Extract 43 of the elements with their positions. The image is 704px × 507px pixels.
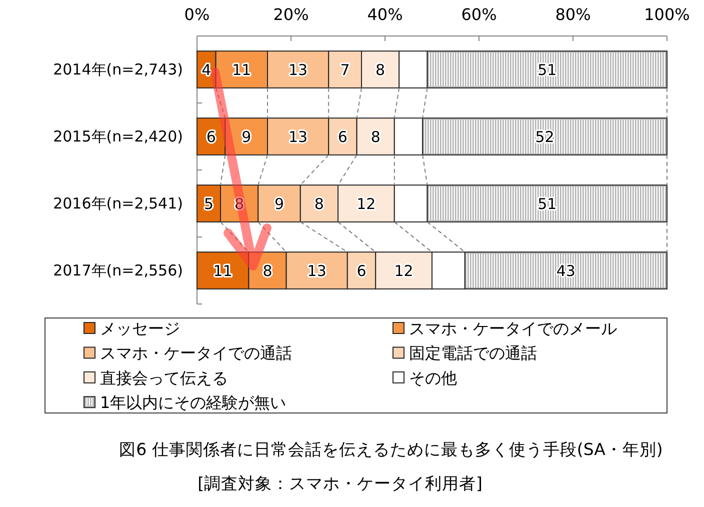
- x-tick-label: 80%: [555, 5, 591, 24]
- data-label: 51: [538, 61, 557, 79]
- data-label: 11: [232, 61, 252, 79]
- data-label: 5: [204, 195, 214, 213]
- data-label: 43: [556, 262, 576, 280]
- y-tick-label: 2017年(n=2,556): [53, 262, 183, 280]
- text: 図6 仕事関係者に日常会話を伝えるために最も多く使う手段(SA・年別): [119, 440, 663, 459]
- data-label: 6: [356, 262, 366, 280]
- data-label: 51: [538, 195, 557, 213]
- legend-label: メッセージ: [100, 319, 180, 338]
- x-tick-label: 20%: [273, 5, 309, 24]
- data-label: 7: [340, 61, 350, 79]
- data-label: 8: [370, 128, 380, 146]
- x-tick-label: 0%: [184, 5, 210, 24]
- legend-label: 直接会って伝える: [100, 368, 228, 388]
- data-label: 13: [288, 61, 308, 79]
- text: [調査対象：スマホ・ケータイ利用者]: [198, 474, 482, 493]
- data-label: 8: [234, 195, 244, 213]
- data-label: 9: [274, 195, 284, 213]
- y-tick-label: 2014年(n=2,743): [53, 60, 183, 78]
- data-label: 6: [206, 128, 216, 146]
- x-tick-label: 40%: [367, 5, 403, 24]
- data-label: 8: [314, 195, 324, 213]
- data-label: 9: [242, 128, 252, 146]
- legend-label: スマホ・ケータイでの通話: [100, 344, 292, 363]
- data-label: 6: [338, 128, 348, 146]
- data-label: 13: [288, 128, 308, 146]
- x-tick-label: 100%: [644, 5, 690, 24]
- legend-label: 固定電話での通話: [409, 344, 537, 363]
- data-label: 52: [535, 128, 554, 146]
- data-label: 8: [262, 262, 272, 280]
- y-tick-label: 2016年(n=2,541): [53, 194, 183, 212]
- legend-label: 1年以内にその経験が無い: [100, 393, 286, 412]
- y-tick-label: 2015年(n=2,420): [53, 128, 183, 146]
- data-label: 4: [202, 61, 212, 79]
- data-label: 12: [356, 195, 376, 213]
- data-label: 8: [376, 61, 386, 79]
- data-label: 11: [213, 262, 232, 280]
- legend-label: その他: [409, 368, 457, 388]
- data-label: 13: [307, 262, 326, 280]
- x-tick-label: 60%: [461, 5, 497, 24]
- legend-label: スマホ・ケータイでのメール: [409, 319, 617, 338]
- data-label: 12: [394, 262, 414, 280]
